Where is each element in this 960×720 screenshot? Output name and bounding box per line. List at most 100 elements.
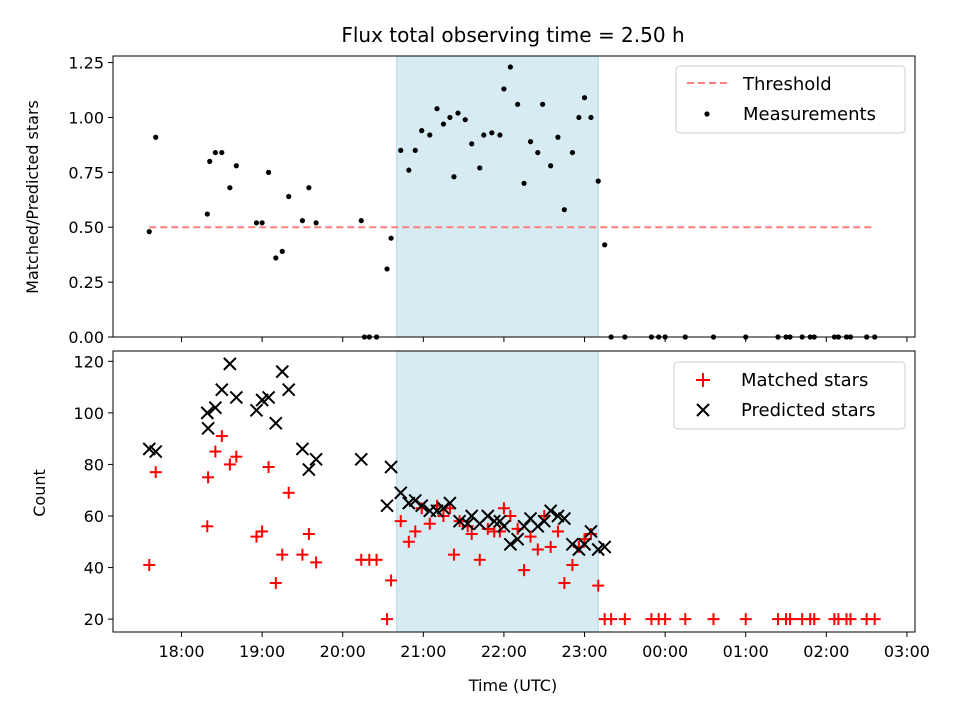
measurement-point <box>259 220 265 226</box>
chart-title: Flux total observing time = 2.50 h <box>341 23 684 47</box>
matched-stars-point <box>584 528 597 541</box>
observing-window-shade-bottom <box>396 351 599 632</box>
y-tick-label: 60 <box>84 507 104 526</box>
matched-stars-point <box>415 502 428 515</box>
predicted-stars-point <box>460 517 475 531</box>
measurement-point <box>527 139 534 145</box>
predicted-stars-point <box>380 498 394 513</box>
measurement-point <box>548 163 554 169</box>
predicted-stars-point <box>415 498 429 513</box>
predicted-stars-point <box>537 514 551 528</box>
measurement-point <box>153 134 159 140</box>
matched-stars-point <box>473 553 486 566</box>
measurement-point <box>434 106 440 112</box>
top-legend: Threshold Measurements <box>675 65 906 134</box>
measurement-point <box>306 185 312 191</box>
predicted-stars-point <box>201 421 215 436</box>
matched-stars-point <box>659 613 672 626</box>
matched-stars-point <box>423 517 436 530</box>
matched-stars-point <box>784 613 797 626</box>
matched-stars-point <box>808 613 821 626</box>
matched-stars-point <box>605 613 618 626</box>
predicted-stars-point <box>302 462 316 477</box>
x-tick-label: 21:00 <box>400 642 446 661</box>
measurement-point <box>427 132 433 138</box>
predicted-stars-point <box>497 519 511 534</box>
matched-stars-point <box>302 528 315 541</box>
predicted-stars-point <box>384 460 398 474</box>
measurement-point <box>501 86 507 92</box>
matched-stars-point <box>394 515 407 528</box>
matched-stars-point <box>385 574 398 587</box>
measurement-point <box>146 229 152 235</box>
y-tick-label: 40 <box>84 559 104 578</box>
matched-stars-point <box>209 445 222 458</box>
predicted-stars-point <box>394 486 408 500</box>
measurement-point <box>313 220 319 226</box>
matched-stars-point <box>256 525 269 538</box>
bottom-axes-frame <box>112 350 916 633</box>
bottom-panel: 20 40 60 80 100 120 18:00 19:00 20:00 21:00 22:00… <box>30 350 930 695</box>
y-tick-label: 20 <box>84 610 104 629</box>
top-y-axis-label: Matched/Predicted stars <box>23 100 42 294</box>
x-tick-label: 22:00 <box>481 642 527 661</box>
predicted-stars-point <box>249 403 264 418</box>
predicted-stars-point <box>443 496 457 510</box>
measurement-point <box>497 132 503 138</box>
predicted-stars-point <box>354 452 368 466</box>
matched-stars-point <box>679 613 692 626</box>
predicted-stars-point <box>261 390 276 405</box>
matched-stars-point <box>618 613 631 626</box>
predicted-stars-point <box>597 540 612 554</box>
x-tick-label: 23:00 <box>561 642 607 661</box>
measurement-point <box>358 218 364 224</box>
matched-stars-point <box>518 564 531 577</box>
predicted-stars-point <box>215 382 229 397</box>
matched-stars-point <box>592 579 605 592</box>
predicted-stars-point <box>149 444 163 459</box>
matched-stars-point <box>215 430 228 443</box>
measurement-point <box>207 158 213 164</box>
matched-stars-point <box>531 543 544 556</box>
measurement-point <box>595 178 601 184</box>
x-tick-label: 20:00 <box>320 642 366 661</box>
measurement-point <box>406 167 412 173</box>
matched-stars-point <box>707 613 720 626</box>
predicted-stars-point <box>223 357 237 371</box>
measurement-point <box>451 174 457 180</box>
measurement-point <box>569 149 576 156</box>
matched-stars-point <box>566 558 579 571</box>
top-axes-frame <box>112 55 916 338</box>
measurement-point <box>455 110 461 116</box>
matched-stars-points <box>143 430 881 626</box>
predicted-stars-point <box>452 514 467 528</box>
y-tick-label: 0.50 <box>68 218 104 237</box>
x-tick-label: 00:00 <box>642 642 688 661</box>
matched-stars-point <box>409 525 422 538</box>
matched-stars-point <box>202 471 215 484</box>
measurement-point <box>481 132 487 138</box>
legend-matched-swatch <box>696 373 710 387</box>
measurement-point <box>412 147 418 153</box>
measurement-point <box>384 266 390 272</box>
predicted-stars-point <box>487 514 501 528</box>
matched-stars-point <box>524 530 537 543</box>
measurement-point <box>212 149 218 156</box>
predicted-stars-point <box>584 524 598 539</box>
matched-stars-point <box>370 553 383 566</box>
matched-stars-point <box>310 556 323 569</box>
measurement-point <box>469 141 475 147</box>
bottom-x-ticks: 18:00 19:00 20:00 21:00 22:00 23:00 00:00 01:00… <box>158 632 930 661</box>
legend-predicted-label: Predicted stars <box>741 400 875 421</box>
observing-window-shade-top <box>396 56 599 337</box>
measurement-point <box>440 121 447 127</box>
matched-stars-point <box>558 577 571 590</box>
measurement-point <box>462 117 468 123</box>
y-tick-label: 100 <box>73 404 104 423</box>
matched-stars-point <box>381 613 394 626</box>
bottom-legend-box <box>673 361 906 430</box>
measurement-point <box>233 163 239 169</box>
legend-matched-label: Matched stars <box>741 370 868 391</box>
predicted-stars-point <box>510 532 525 546</box>
